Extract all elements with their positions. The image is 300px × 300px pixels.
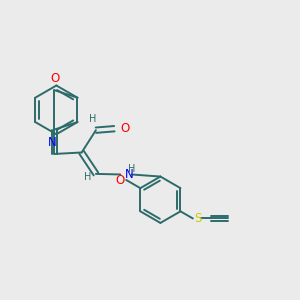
Text: H: H xyxy=(128,164,136,174)
Text: O: O xyxy=(115,174,124,187)
Text: H: H xyxy=(89,114,96,124)
Text: N: N xyxy=(125,168,134,181)
Text: O: O xyxy=(50,71,59,85)
Text: H: H xyxy=(84,172,91,182)
Text: O: O xyxy=(120,122,129,135)
Text: S: S xyxy=(194,212,202,225)
Text: N: N xyxy=(47,136,56,148)
